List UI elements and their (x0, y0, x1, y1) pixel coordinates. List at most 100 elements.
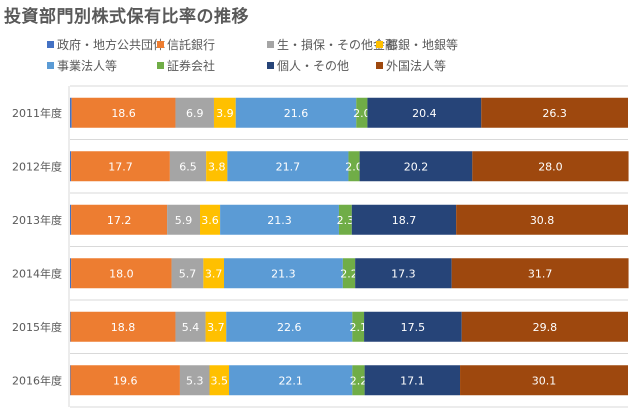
data-label: 2.2 (350, 374, 368, 387)
data-label: 2.2 (340, 267, 358, 280)
bar-segment (70, 365, 180, 396)
bar-segment (70, 97, 72, 128)
legend-item: 都銀・地銀等 (376, 36, 458, 53)
bar-segment (226, 311, 353, 342)
legend-item: 政府・地方公共団体 (47, 36, 165, 53)
data-label: 3.7 (205, 267, 223, 280)
category-label: 2016年度 (12, 373, 62, 387)
bar-segment (209, 365, 230, 396)
data-label: 5.7 (179, 267, 197, 280)
bar-segment (456, 204, 628, 235)
bar-segment (70, 151, 72, 182)
bar-segment (229, 365, 353, 396)
legend-swatch (376, 41, 383, 48)
legend-item: 事業法人等 (47, 57, 117, 74)
bar-segment (71, 258, 172, 289)
bar-segment (200, 204, 221, 235)
bar-segment (235, 97, 357, 128)
data-label: 17.5 (401, 321, 426, 334)
bar-segment (364, 311, 462, 342)
bar-segment (356, 97, 368, 128)
data-label: 17.2 (107, 214, 132, 227)
bar-segment (71, 151, 170, 182)
data-label: 17.1 (400, 374, 425, 387)
bar-segment (227, 151, 349, 182)
legend-label: 都銀・地銀等 (386, 38, 459, 52)
legend-swatch (47, 41, 54, 48)
bar-segment (70, 311, 71, 342)
bar-segment (70, 204, 72, 235)
category-label: 2011年度 (12, 106, 62, 120)
data-label: 19.6 (113, 374, 138, 387)
data-label: 2.0 (345, 160, 363, 173)
data-label: 28.0 (538, 160, 563, 173)
data-label: 22.1 (278, 374, 303, 387)
data-label: 17.7 (108, 160, 133, 173)
data-label: 6.5 (179, 160, 197, 173)
category-label: 2015年度 (12, 320, 62, 334)
data-label: 20.4 (412, 107, 437, 120)
legend-label: 政府・地方公共団体 (57, 38, 166, 52)
bar-segment (175, 97, 214, 128)
bar-segment (167, 204, 201, 235)
chart-title: 投資部門別株式保有比率の推移 (4, 7, 249, 27)
category-label: 2012年度 (12, 159, 62, 173)
bar-segment (352, 311, 365, 342)
data-label: 18.8 (111, 321, 136, 334)
data-label: 21.7 (276, 160, 301, 173)
data-label: 3.5 (211, 374, 229, 387)
data-label: 26.3 (542, 107, 567, 120)
bar-segment (351, 204, 457, 235)
category-label: 2013年度 (12, 213, 62, 227)
data-label: 20.2 (404, 160, 429, 173)
legend-label: 個人・その他 (277, 59, 350, 73)
data-label: 22.6 (277, 321, 302, 334)
bar-segment (175, 311, 206, 342)
legend-label: 外国法人等 (386, 59, 447, 73)
bar-segment (70, 365, 71, 396)
bar-segment (460, 365, 628, 396)
bar-segment (206, 151, 228, 182)
data-label: 31.7 (528, 267, 553, 280)
data-label: 5.3 (186, 374, 204, 387)
bar-segment (338, 204, 352, 235)
data-label: 21.3 (271, 267, 296, 280)
legend-swatch (376, 62, 383, 69)
bar-segment (71, 97, 176, 128)
bar-segment (203, 258, 225, 289)
legend-item: 個人・その他 (267, 57, 349, 74)
legend-label: 事業法人等 (57, 59, 118, 73)
data-label: 3.9 (216, 107, 234, 120)
bar-segment (451, 258, 629, 289)
data-label: 3.7 (207, 321, 225, 334)
legend-item: 外国法人等 (376, 57, 446, 74)
data-label: 5.4 (182, 321, 200, 334)
bar-segment (355, 258, 452, 289)
data-label: 21.3 (267, 214, 292, 227)
data-label: 2.3 (337, 214, 355, 227)
bar-segment (171, 258, 204, 289)
bar-segment (348, 151, 360, 182)
bar-segment (213, 97, 236, 128)
data-label: 30.1 (532, 374, 557, 387)
bar-segment (70, 311, 176, 342)
data-label: 17.3 (391, 267, 416, 280)
legend-swatch (267, 62, 274, 69)
bar-segment (70, 258, 72, 289)
data-label: 5.9 (175, 214, 193, 227)
bar-segment (224, 258, 343, 289)
legend-label: 証券会社 (167, 59, 216, 73)
bar-segment (169, 151, 207, 182)
data-label: 30.8 (530, 214, 555, 227)
bar-segment (179, 365, 210, 396)
legend-item: 証券会社 (157, 57, 215, 74)
legend-swatch (47, 62, 54, 69)
data-label: 21.6 (284, 107, 309, 120)
legend-label: 生・損保・その他金融 (277, 38, 398, 52)
data-label: 3.8 (208, 160, 226, 173)
bar-segment (352, 365, 365, 396)
bar-segment (472, 151, 629, 182)
data-label: 6.9 (186, 107, 204, 120)
